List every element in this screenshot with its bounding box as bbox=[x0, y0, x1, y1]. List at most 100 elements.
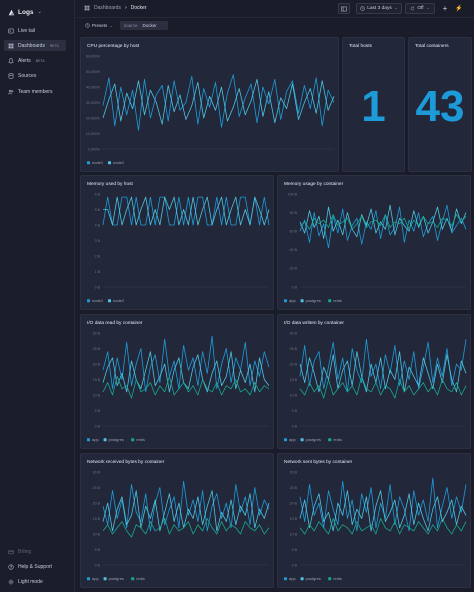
y-tick-label: 3 B bbox=[95, 239, 101, 243]
sidebar-item-label: Billing bbox=[18, 548, 32, 555]
y-tick-label: 1 B bbox=[95, 270, 101, 274]
legend-entry[interactable]: postgres bbox=[306, 437, 321, 442]
series-line-node2 bbox=[102, 78, 335, 125]
breadcrumb-current: Docker bbox=[130, 5, 147, 11]
memory-container-chart: 100 B 80 B 60 B 40 B 20 B 0 B app postgres redis bbox=[284, 192, 467, 303]
total-hosts-value: 1 bbox=[361, 82, 386, 131]
light-mode-icon bbox=[8, 578, 14, 585]
sidebar-item-label: Team members bbox=[18, 88, 53, 95]
team-icon bbox=[8, 89, 14, 95]
billing-icon bbox=[8, 549, 14, 555]
legend-entry[interactable]: postgres bbox=[306, 298, 321, 303]
legend-swatch bbox=[87, 438, 90, 442]
source-filter-chip[interactable]: source Docker bbox=[120, 21, 168, 30]
presets-label: Presets bbox=[92, 23, 108, 28]
legend-entry[interactable]: redis bbox=[333, 298, 342, 303]
legend-swatch bbox=[328, 299, 332, 303]
legend-entry[interactable]: postgres bbox=[109, 576, 124, 581]
sidebar-toggle-button[interactable] bbox=[338, 3, 350, 14]
cpu-chart: 60,000% 50,000% 40,000% 30,000% 20,000% 10,00… bbox=[86, 54, 335, 165]
io-read-chart: 30 B 25 B 20 B 15 B 10 B 5 B 0 B app postgres red… bbox=[87, 331, 270, 442]
clock-icon bbox=[360, 6, 365, 11]
sidebar-item-label: Live tail bbox=[18, 27, 35, 34]
dashboards-icon bbox=[84, 5, 90, 11]
series-line-app bbox=[299, 477, 467, 532]
total-containers-value: 43 bbox=[415, 82, 465, 131]
legend-swatch bbox=[328, 438, 332, 442]
legend-entry[interactable]: postgres bbox=[306, 576, 321, 581]
y-tick-label: 100 B bbox=[288, 192, 298, 196]
chevron-down-icon: ⌄ bbox=[393, 6, 398, 11]
sidebar-item-sources[interactable]: Sources bbox=[4, 70, 66, 81]
y-tick-label: 0 B bbox=[95, 563, 101, 567]
legend-entry[interactable]: app bbox=[289, 298, 296, 303]
y-tick-label: 0 B bbox=[95, 424, 101, 428]
network-sent-panel: Network sent bytes by container 30 B 25 B… bbox=[277, 453, 471, 588]
sidebar-item-alerts[interactable]: Alerts BETA bbox=[4, 55, 66, 66]
legend-entry[interactable]: node2 bbox=[113, 298, 125, 303]
legend-entry[interactable]: node1 bbox=[92, 160, 104, 165]
legend-entry[interactable]: postgres bbox=[109, 437, 124, 442]
beta-badge: BETA bbox=[35, 58, 45, 63]
sidebar-item-help[interactable]: Help & Support bbox=[4, 561, 66, 572]
legend-swatch bbox=[284, 438, 287, 442]
series-line-node1 bbox=[102, 74, 335, 131]
y-tick-label: 20 B bbox=[93, 362, 101, 366]
top-bar: Dashboards › Docker Last 3 days ⌄ Off ⌄ … bbox=[76, 0, 474, 18]
y-tick-label: 25 B bbox=[93, 486, 101, 490]
panel-title: Memory usage by container bbox=[284, 182, 344, 187]
y-tick-label: 5 B bbox=[292, 548, 298, 552]
y-tick-label: 6 B bbox=[95, 192, 101, 196]
sidebar-item-label: Alerts bbox=[18, 57, 31, 64]
y-tick-label: 50,000% bbox=[86, 70, 101, 74]
y-tick-label: 15 B bbox=[290, 517, 298, 521]
total-containers-panel: Total containers 43 bbox=[408, 37, 472, 172]
legend-swatch bbox=[328, 577, 332, 581]
refresh-icon bbox=[410, 6, 415, 11]
legend-entry[interactable]: redis bbox=[136, 576, 145, 581]
legend-entry[interactable]: app bbox=[289, 437, 296, 442]
presets-icon bbox=[85, 23, 90, 28]
sidebar-item-dashboards[interactable]: Dashboards BETA bbox=[4, 40, 66, 51]
refresh-select[interactable]: Off ⌄ bbox=[405, 3, 435, 14]
legend-entry[interactable]: redis bbox=[136, 437, 145, 442]
alerts-icon bbox=[8, 57, 14, 64]
panel-title: Network sent bytes by container bbox=[284, 460, 353, 465]
y-tick-label: 10 B bbox=[290, 532, 298, 536]
legend-entry[interactable]: app bbox=[289, 576, 296, 581]
bolt-button[interactable]: ⚡ bbox=[454, 3, 464, 14]
time-range-select[interactable]: Last 3 days ⌄ bbox=[356, 3, 402, 14]
legend-swatch bbox=[131, 438, 135, 442]
legend-swatch bbox=[284, 299, 287, 303]
breadcrumb-dashboards-link[interactable]: Dashboards bbox=[94, 5, 121, 11]
legend-entry[interactable]: redis bbox=[333, 437, 342, 442]
legend-entry[interactable]: node2 bbox=[113, 160, 125, 165]
legend-entry[interactable]: app bbox=[92, 576, 99, 581]
presets-button[interactable]: Presets ⌄ bbox=[82, 21, 117, 30]
memory-host-panel: Memory used by host 6 B 5 B 4 B 3 B 2 B 1 B 0 … bbox=[80, 175, 274, 310]
y-tick-label: 40,000% bbox=[86, 85, 101, 89]
y-tick-label: 30,000% bbox=[86, 101, 101, 105]
y-tick-label: 60,000% bbox=[86, 54, 101, 58]
panel-title: CPU percentage by host bbox=[87, 44, 140, 49]
logo-icon bbox=[8, 9, 15, 15]
panel-title: I/O data written by container bbox=[284, 321, 344, 326]
bolt-icon: ⚡ bbox=[455, 6, 463, 12]
legend-entry[interactable]: node1 bbox=[92, 298, 104, 303]
panel-title: Total containers bbox=[415, 44, 449, 49]
y-tick-label: 15 B bbox=[290, 378, 298, 382]
app-brand[interactable]: Logs ⌄ bbox=[8, 7, 42, 17]
sidebar-item-light-mode[interactable]: Light mode bbox=[4, 576, 66, 587]
memory-container-panel: Memory usage by container 100 B 80 B 60 B 4… bbox=[277, 175, 471, 310]
live-tail-icon bbox=[8, 28, 14, 34]
series-line-postgres bbox=[102, 490, 270, 532]
add-panel-button[interactable]: + bbox=[440, 3, 450, 14]
y-tick-label: 25 B bbox=[290, 486, 298, 490]
legend-entry[interactable]: redis bbox=[333, 576, 342, 581]
sidebar-item-billing[interactable]: Billing bbox=[4, 546, 66, 557]
sidebar-item-live-tail[interactable]: Live tail bbox=[4, 25, 66, 36]
legend-entry[interactable]: app bbox=[92, 437, 99, 442]
plus-icon: + bbox=[442, 4, 448, 13]
sidebar-item-team-members[interactable]: Team members bbox=[4, 86, 66, 97]
time-range-label: Last 3 days bbox=[367, 6, 392, 11]
